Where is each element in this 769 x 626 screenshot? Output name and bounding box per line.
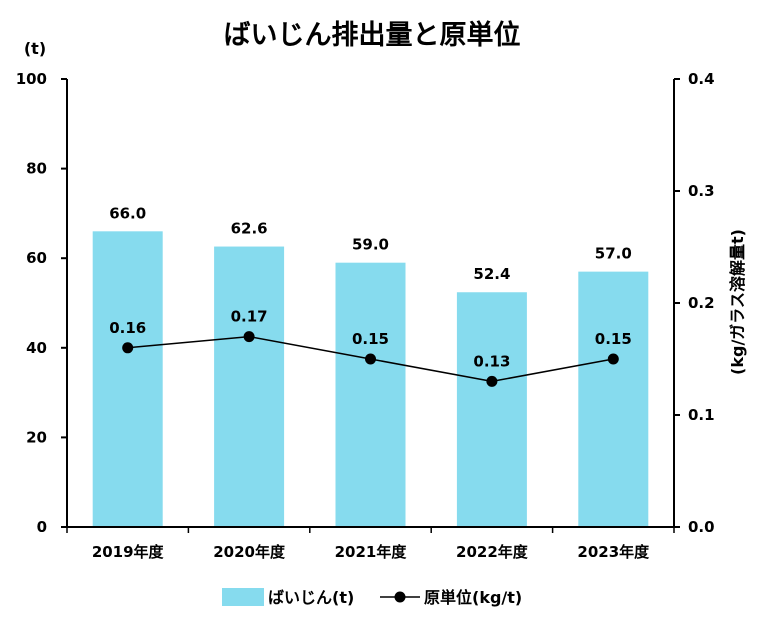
y-right-tick-label: 0.2	[688, 294, 715, 312]
line-point	[243, 331, 255, 343]
legend-line-label: 原単位(kg/t)	[424, 588, 522, 607]
x-tick-label: 2019年度	[92, 543, 165, 561]
legend-bar-swatch	[222, 588, 264, 606]
y-left-tick-label: 80	[26, 160, 47, 178]
y-right-tick-label: 0.4	[688, 70, 715, 88]
x-tick-label: 2022年度	[456, 543, 529, 561]
bar	[92, 231, 163, 527]
chart-title: ばいじん排出量と原単位	[224, 19, 521, 51]
plot-area: 66.0 62.6 59.0 52.4 57.0 0 20 40 60 80 100 0.0 0.1 0.…	[16, 70, 715, 561]
x-tick-label: 2021年度	[335, 543, 408, 561]
line-data-label: 0.13	[473, 352, 510, 370]
bar-data-label: 66.0	[109, 204, 146, 222]
legend: ばいじん(t) 原単位(kg/t)	[222, 588, 522, 607]
bar	[214, 246, 285, 527]
bar	[335, 262, 406, 527]
x-tick-label: 2020年度	[213, 543, 286, 561]
line-data-label: 0.15	[352, 330, 389, 348]
line-point	[607, 353, 619, 365]
bar-data-label: 59.0	[352, 236, 389, 254]
x-tick-label: 2023年度	[577, 543, 650, 561]
y-left-tick-label: 0	[37, 518, 47, 536]
y-right-tick-label: 0.0	[688, 518, 715, 536]
y-right-tick-label: 0.1	[688, 406, 715, 424]
legend-bar-label: ばいじん(t)	[268, 588, 354, 607]
line-data-label: 0.17	[231, 308, 268, 326]
line-data-label: 0.15	[595, 330, 632, 348]
line-point	[122, 342, 134, 354]
y-right-tick-label: 0.3	[688, 182, 715, 200]
y-left-axis-label: (t)	[24, 39, 46, 58]
bar-data-label: 57.0	[595, 245, 632, 263]
bar	[456, 292, 527, 527]
y-left-tick-label: 60	[26, 249, 47, 267]
y-left-tick-label: 40	[26, 339, 47, 357]
bar-data-label: 62.6	[231, 220, 268, 238]
legend-line-marker	[394, 591, 406, 603]
bar	[578, 271, 649, 527]
y-right-axis-label: (kg/ガラス溶解量t)	[728, 229, 747, 375]
y-left-tick-label: 20	[26, 428, 47, 446]
bar-data-label: 52.4	[473, 265, 510, 283]
line-point	[365, 353, 376, 365]
line-point	[486, 375, 498, 387]
y-left-tick-label: 100	[16, 70, 47, 88]
line-data-label: 0.16	[109, 319, 146, 337]
